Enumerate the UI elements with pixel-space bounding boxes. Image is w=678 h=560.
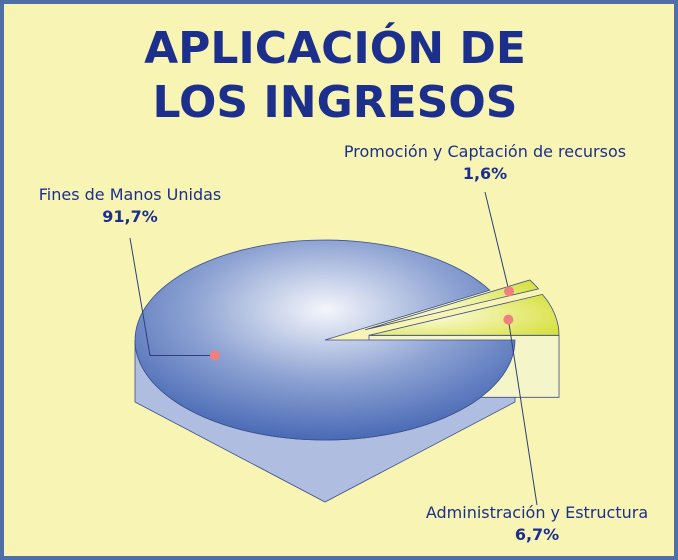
label-dot [503, 286, 514, 297]
slice-label: Promoción y Captación de recursos [344, 142, 626, 161]
leader-line [507, 319, 538, 506]
pie-slice [368, 293, 560, 336]
label-dot [209, 350, 220, 361]
chart-title: APLICACIÓN DE LOS INGRESOS [144, 23, 526, 128]
slice-value: 6,7% [515, 525, 559, 544]
slice-value: 1,6% [463, 164, 507, 183]
pie-slice [364, 279, 540, 331]
title-box: APLICACIÓN DE LOS INGRESOS [0, 22, 670, 130]
slice-label: Fines de Manos Unidas [39, 185, 222, 204]
slice-label: Administración y Estructura [426, 503, 648, 522]
pie-slice [134, 239, 516, 441]
slice-value: 91,7% [102, 207, 158, 226]
leader-line [129, 237, 215, 356]
leader-line [484, 191, 510, 292]
label-dot [503, 314, 514, 325]
